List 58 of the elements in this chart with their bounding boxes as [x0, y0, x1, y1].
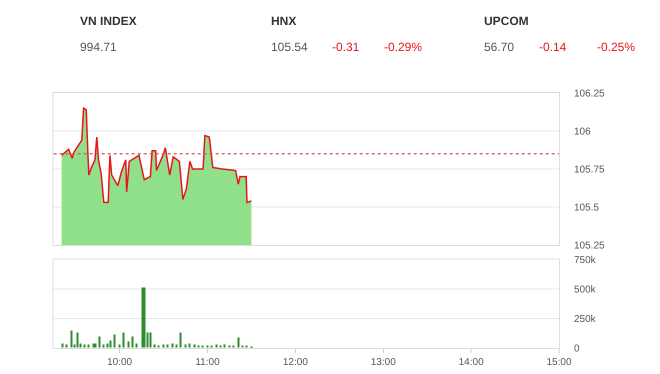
- bar: [150, 332, 152, 348]
- y-tick-label: 106: [574, 126, 592, 138]
- x-tick-label: 13:00: [370, 356, 396, 368]
- bar: [76, 332, 79, 348]
- text: 105.54: [271, 40, 308, 54]
- y-tick-label: 500k: [574, 284, 597, 296]
- bar: [118, 344, 121, 348]
- bar: [66, 344, 68, 348]
- bar: [166, 344, 169, 348]
- bar: [136, 343, 138, 348]
- x-tick-label: 14:00: [458, 356, 484, 368]
- text: -0.29%: [384, 40, 422, 54]
- bar: [102, 344, 105, 348]
- bar: [172, 343, 174, 348]
- text: 994.71: [80, 40, 118, 54]
- line-series: [60, 107, 252, 204]
- bar: [110, 340, 112, 348]
- bar: [70, 330, 73, 348]
- y-tick-label: 0: [574, 343, 580, 354]
- y-tick-label: 105.75: [574, 164, 606, 176]
- bar: [144, 287, 146, 348]
- y-tick-label: 750k: [574, 254, 597, 266]
- text: -0.31: [332, 40, 360, 54]
- bar: [106, 343, 109, 348]
- bar: [142, 287, 144, 348]
- y-tick-label: 105.5: [574, 202, 600, 214]
- bar: [84, 344, 86, 348]
- text: 56.70: [484, 40, 514, 54]
- text: -0.25%: [597, 40, 636, 54]
- bar: [162, 344, 165, 348]
- y-tick-label: 106.25: [574, 88, 606, 100]
- text: UPCOM: [484, 14, 529, 28]
- bar: [62, 343, 64, 348]
- bar: [88, 344, 90, 348]
- x-tick-label: 15:00: [546, 356, 572, 368]
- bar: [98, 336, 101, 348]
- bar: [224, 344, 226, 348]
- bar: [132, 336, 134, 348]
- bar: [238, 337, 240, 348]
- x-tick-label: 12:00: [282, 356, 308, 368]
- bar: [216, 344, 218, 348]
- bar: [188, 343, 191, 348]
- y-tick-label: 105.25: [574, 240, 606, 252]
- text: HNX: [271, 14, 296, 28]
- x-tick-label: 11:00: [195, 356, 220, 368]
- y-tick-label: 250k: [574, 314, 597, 325]
- bar: [184, 344, 187, 348]
- bar: [154, 344, 156, 348]
- bar: [122, 332, 125, 348]
- text: VN INDEX: [80, 14, 137, 28]
- text: -0.14: [539, 40, 567, 54]
- bar: [176, 344, 178, 348]
- bar: [92, 343, 95, 348]
- bar: [194, 344, 196, 348]
- bar: [114, 334, 116, 348]
- x-tick-label: 10:00: [107, 356, 133, 368]
- bar: [180, 332, 182, 348]
- bar: [94, 343, 97, 348]
